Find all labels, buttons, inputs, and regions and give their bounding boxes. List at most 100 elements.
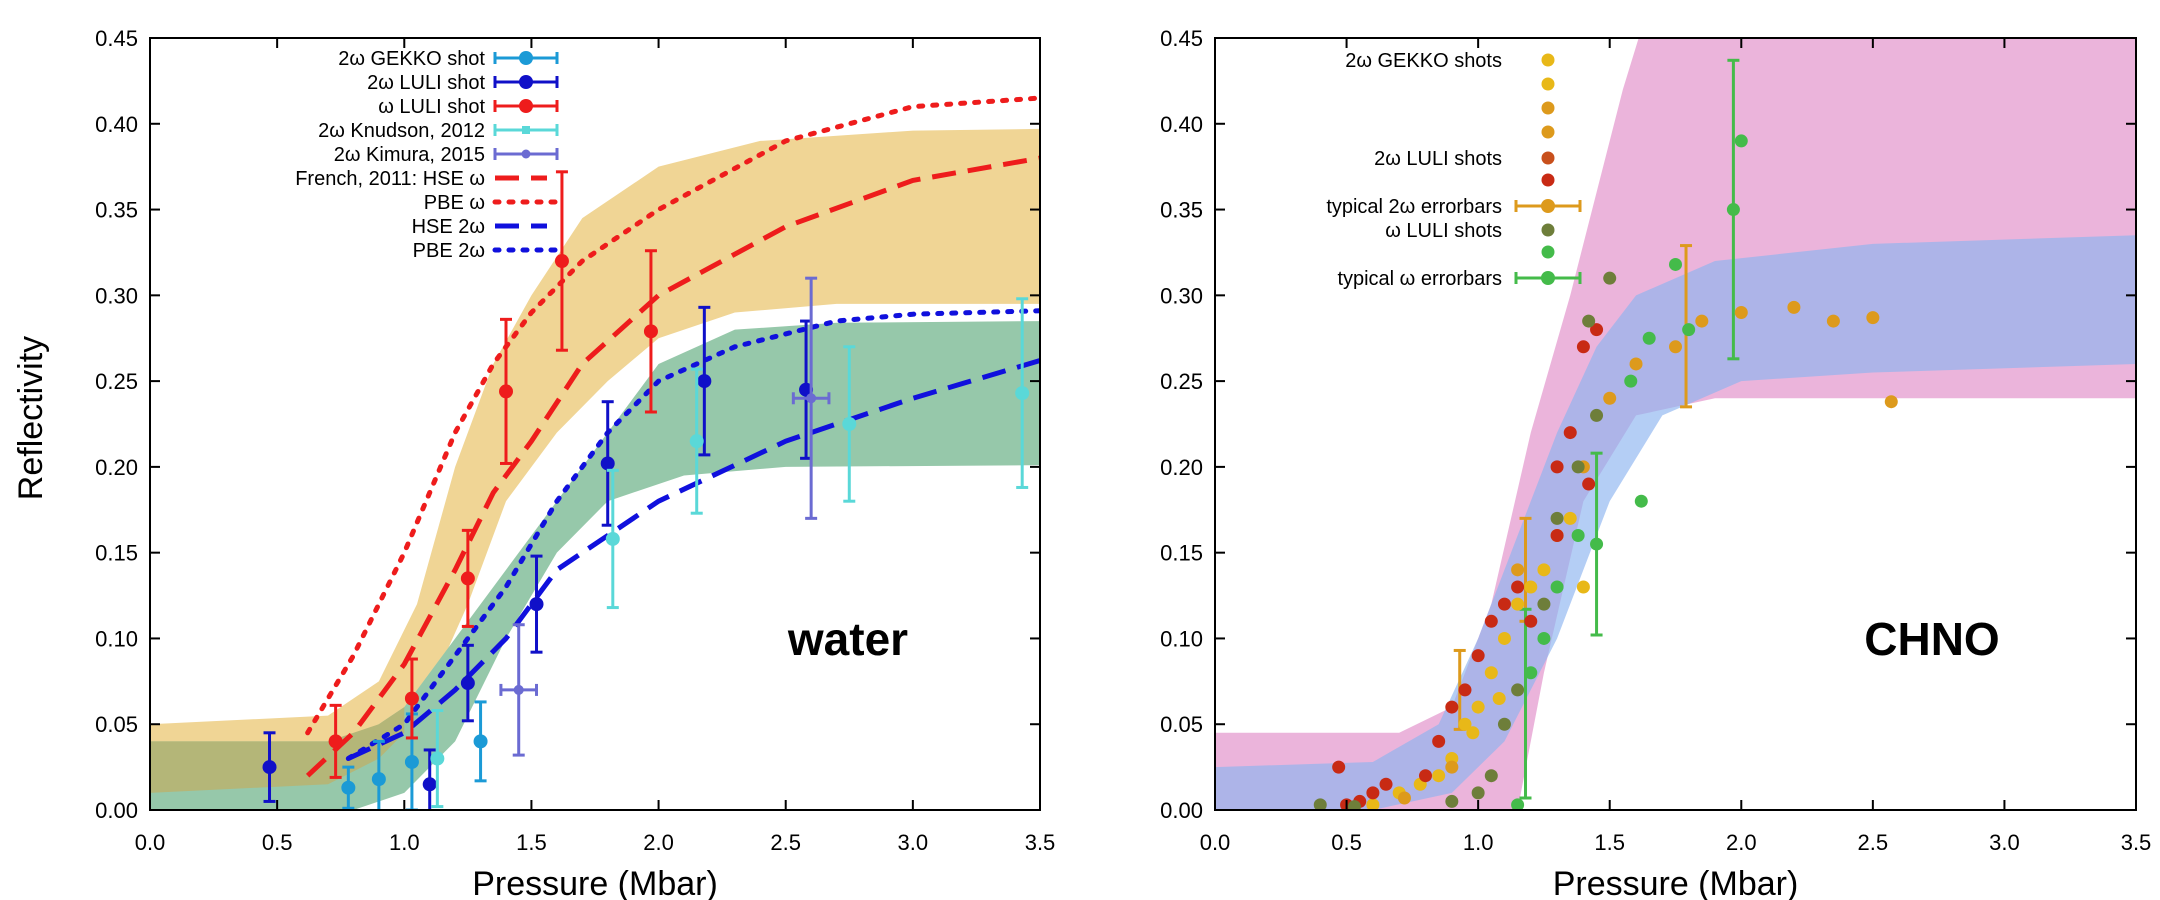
plot-frame xyxy=(1214,37,2137,811)
panel-title: water xyxy=(787,613,908,665)
data-point-4-1 xyxy=(806,393,817,404)
data-point-3-6 xyxy=(1511,683,1525,697)
data-point-3-0 xyxy=(1313,798,1327,810)
y-tick-label: 0.15 xyxy=(1160,541,1203,566)
band-0 xyxy=(150,128,1040,793)
data-point-1-6 xyxy=(1669,340,1682,354)
x-tick-label: 1.5 xyxy=(1594,830,1625,855)
x-tick-label: 1.0 xyxy=(1463,830,1494,855)
legend-label-1: 2ω LULI shots xyxy=(1374,148,1502,170)
data-point-0-7 xyxy=(1484,666,1498,680)
legend-label-2: ω LULI shot xyxy=(378,96,485,118)
data-point-0-2 xyxy=(404,754,419,769)
data-point-1-11 xyxy=(1866,311,1880,325)
legend-label-3: ω LULI shots xyxy=(1385,220,1502,242)
data-point-2-0 xyxy=(1332,760,1346,774)
x-tick-label: 2.0 xyxy=(1726,830,1757,855)
data-point-0-0 xyxy=(1366,798,1380,810)
data-point-1-10 xyxy=(1826,314,1840,328)
legend-swatch-marker xyxy=(1541,77,1555,91)
data-point-3-3 xyxy=(842,417,857,431)
data-point-0-9 xyxy=(1511,597,1525,611)
data-point-0-14 xyxy=(1576,580,1590,594)
data-point-0-11 xyxy=(1537,563,1551,577)
x-tick-label: 3.0 xyxy=(898,830,929,855)
x-tick-label: 0.0 xyxy=(1200,830,1231,855)
data-point-3-4 xyxy=(1015,386,1030,401)
data-point-0-1 xyxy=(371,772,386,787)
y-axis-label: Reflectivity xyxy=(12,336,50,500)
legend-label-0: 2ω GEKKO shot xyxy=(338,48,485,70)
legend-swatch-marker xyxy=(1541,125,1555,139)
data-point-1-2 xyxy=(1511,563,1525,577)
band-1 xyxy=(150,321,1040,810)
y-tick-label: 0.20 xyxy=(1160,455,1203,480)
data-point-2-5 xyxy=(1419,769,1433,783)
legend-swatch-marker xyxy=(1541,199,1555,213)
data-point-2-5 xyxy=(643,324,658,339)
y-tick-label: 0.25 xyxy=(1160,369,1203,394)
data-point-2-12 xyxy=(1511,580,1525,594)
y-tick-label: 0.30 xyxy=(95,283,138,308)
band-0 xyxy=(1215,38,2136,810)
legend-label-1: 2ω LULI shot xyxy=(367,72,485,94)
data-point-1-5 xyxy=(697,374,712,389)
y-tick-label: 0.25 xyxy=(95,369,138,394)
x-tick-label: 2.0 xyxy=(643,830,674,855)
data-point-0-10 xyxy=(1524,580,1538,594)
data-point-3-4 xyxy=(1484,769,1498,783)
data-point-2-16 xyxy=(1576,340,1590,354)
data-point-0-3 xyxy=(1432,769,1446,783)
x-tick-label: 1.5 xyxy=(516,830,547,855)
water-panel: 0.00 0.05 0.10 0.15 0.20 0.25 0.30 0.35 0.40 0.45… xyxy=(95,26,1055,900)
y-tick-label: 0.35 xyxy=(95,198,138,223)
data-point-2-13 xyxy=(1524,614,1538,628)
data-point-4-9 xyxy=(1726,203,1740,217)
data-point-3-2 xyxy=(1445,794,1459,808)
y-tick-label: 0.30 xyxy=(1160,283,1203,308)
data-point-1-6 xyxy=(799,382,814,397)
data-point-1-7 xyxy=(1695,314,1709,328)
data-point-0-0 xyxy=(341,780,356,795)
x-tick-label: 2.5 xyxy=(1858,830,1889,855)
data-point-0-5 xyxy=(1458,717,1472,731)
data-point-2-8 xyxy=(1458,683,1472,697)
data-point-3-1 xyxy=(605,531,620,546)
data-point-2-14 xyxy=(1550,529,1564,543)
legend-swatch-marker xyxy=(519,75,533,89)
data-point-3-2 xyxy=(689,434,704,449)
data-point-4-4 xyxy=(1571,529,1585,543)
y-tick-label: 0.40 xyxy=(95,112,138,137)
legend-label-2: typical 2ω errorbars xyxy=(1326,196,1502,218)
data-point-1-9 xyxy=(1787,300,1801,314)
data-point-1-12 xyxy=(1884,395,1898,409)
data-point-1-3 xyxy=(529,597,544,612)
legend-label-0: 2ω GEKKO shots xyxy=(1345,50,1502,72)
data-point-1-1 xyxy=(422,777,437,792)
x-tick-label: 3.5 xyxy=(2121,830,2152,855)
data-point-3-10 xyxy=(1582,314,1596,328)
x-tick-label: 3.5 xyxy=(1025,830,1056,855)
data-point-1-8 xyxy=(1734,305,1748,319)
legend-label-8: PBE 2ω xyxy=(413,240,485,262)
data-point-0-6 xyxy=(1471,700,1485,714)
data-point-2-0 xyxy=(328,734,343,749)
x-tick-label: 3.0 xyxy=(1989,830,2020,855)
data-point-3-11 xyxy=(1590,408,1604,422)
y-tick-label: 0.15 xyxy=(95,541,138,566)
data-point-4-11 xyxy=(1634,494,1648,508)
data-point-3-8 xyxy=(1550,511,1564,525)
data-point-1-2 xyxy=(460,676,475,691)
legend-swatch-marker xyxy=(1541,245,1555,259)
x-tick-label: 0.5 xyxy=(262,830,293,855)
y-tick-label: 0.00 xyxy=(1160,798,1203,823)
band-1 xyxy=(1215,235,2136,810)
chno-panel: 0.00 0.05 0.10 0.15 0.20 0.25 0.30 0.35 0.40 0.45… xyxy=(1160,26,2152,900)
data-point-1-0 xyxy=(1397,791,1411,805)
y-tick-label: 0.10 xyxy=(95,626,138,651)
legend-swatch-marker xyxy=(1541,53,1555,67)
data-point-0-15 xyxy=(1466,726,1480,740)
data-point-4-1 xyxy=(1524,666,1538,680)
x-tick-label: 0.0 xyxy=(135,830,166,855)
